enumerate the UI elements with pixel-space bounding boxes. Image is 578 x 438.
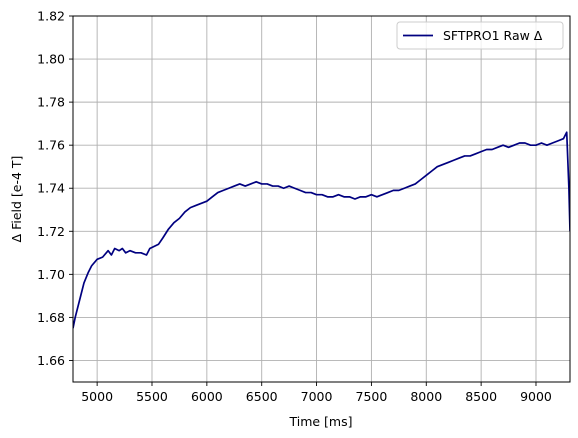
legend-box [396, 21, 564, 50]
y-axis-label: Δ Field [e-4 T] [9, 156, 24, 243]
x-tick-label: 6500 [246, 389, 278, 404]
y-tick-label: 1.76 [37, 138, 65, 153]
series-line [73, 131, 570, 329]
y-tick-label: 1.70 [37, 267, 65, 282]
y-tick-label: 1.78 [37, 95, 65, 110]
x-tick-label: 5500 [136, 389, 168, 404]
x-tick-label: 6000 [191, 389, 223, 404]
y-tick-label: 1.82 [37, 9, 65, 24]
legend: SFTPRO1 Raw Δ [396, 21, 564, 50]
y-tick-label: 1.80 [37, 52, 65, 67]
x-tick-label: 5000 [81, 389, 113, 404]
plot-frame [72, 15, 571, 383]
axis-ticks: 5000 5500 6000 6500 7000 7500 8000 8500 9000 1.66… [37, 9, 552, 405]
x-tick-label: 8500 [465, 389, 497, 404]
y-tick-label: 1.74 [37, 181, 65, 196]
x-axis-label: Time [ms] [288, 414, 352, 429]
y-tick-label: 1.68 [37, 310, 65, 325]
x-tick-label: 8000 [410, 389, 442, 404]
y-tick-label: 1.72 [37, 224, 65, 239]
x-tick-label: 9000 [520, 389, 552, 404]
x-tick-label: 7000 [301, 389, 333, 404]
legend-label: SFTPRO1 Raw Δ [443, 28, 543, 43]
y-tick-label: 1.66 [37, 353, 65, 368]
grid-lines [73, 15, 570, 382]
series-lines [73, 131, 570, 329]
x-tick-label: 7500 [356, 389, 388, 404]
